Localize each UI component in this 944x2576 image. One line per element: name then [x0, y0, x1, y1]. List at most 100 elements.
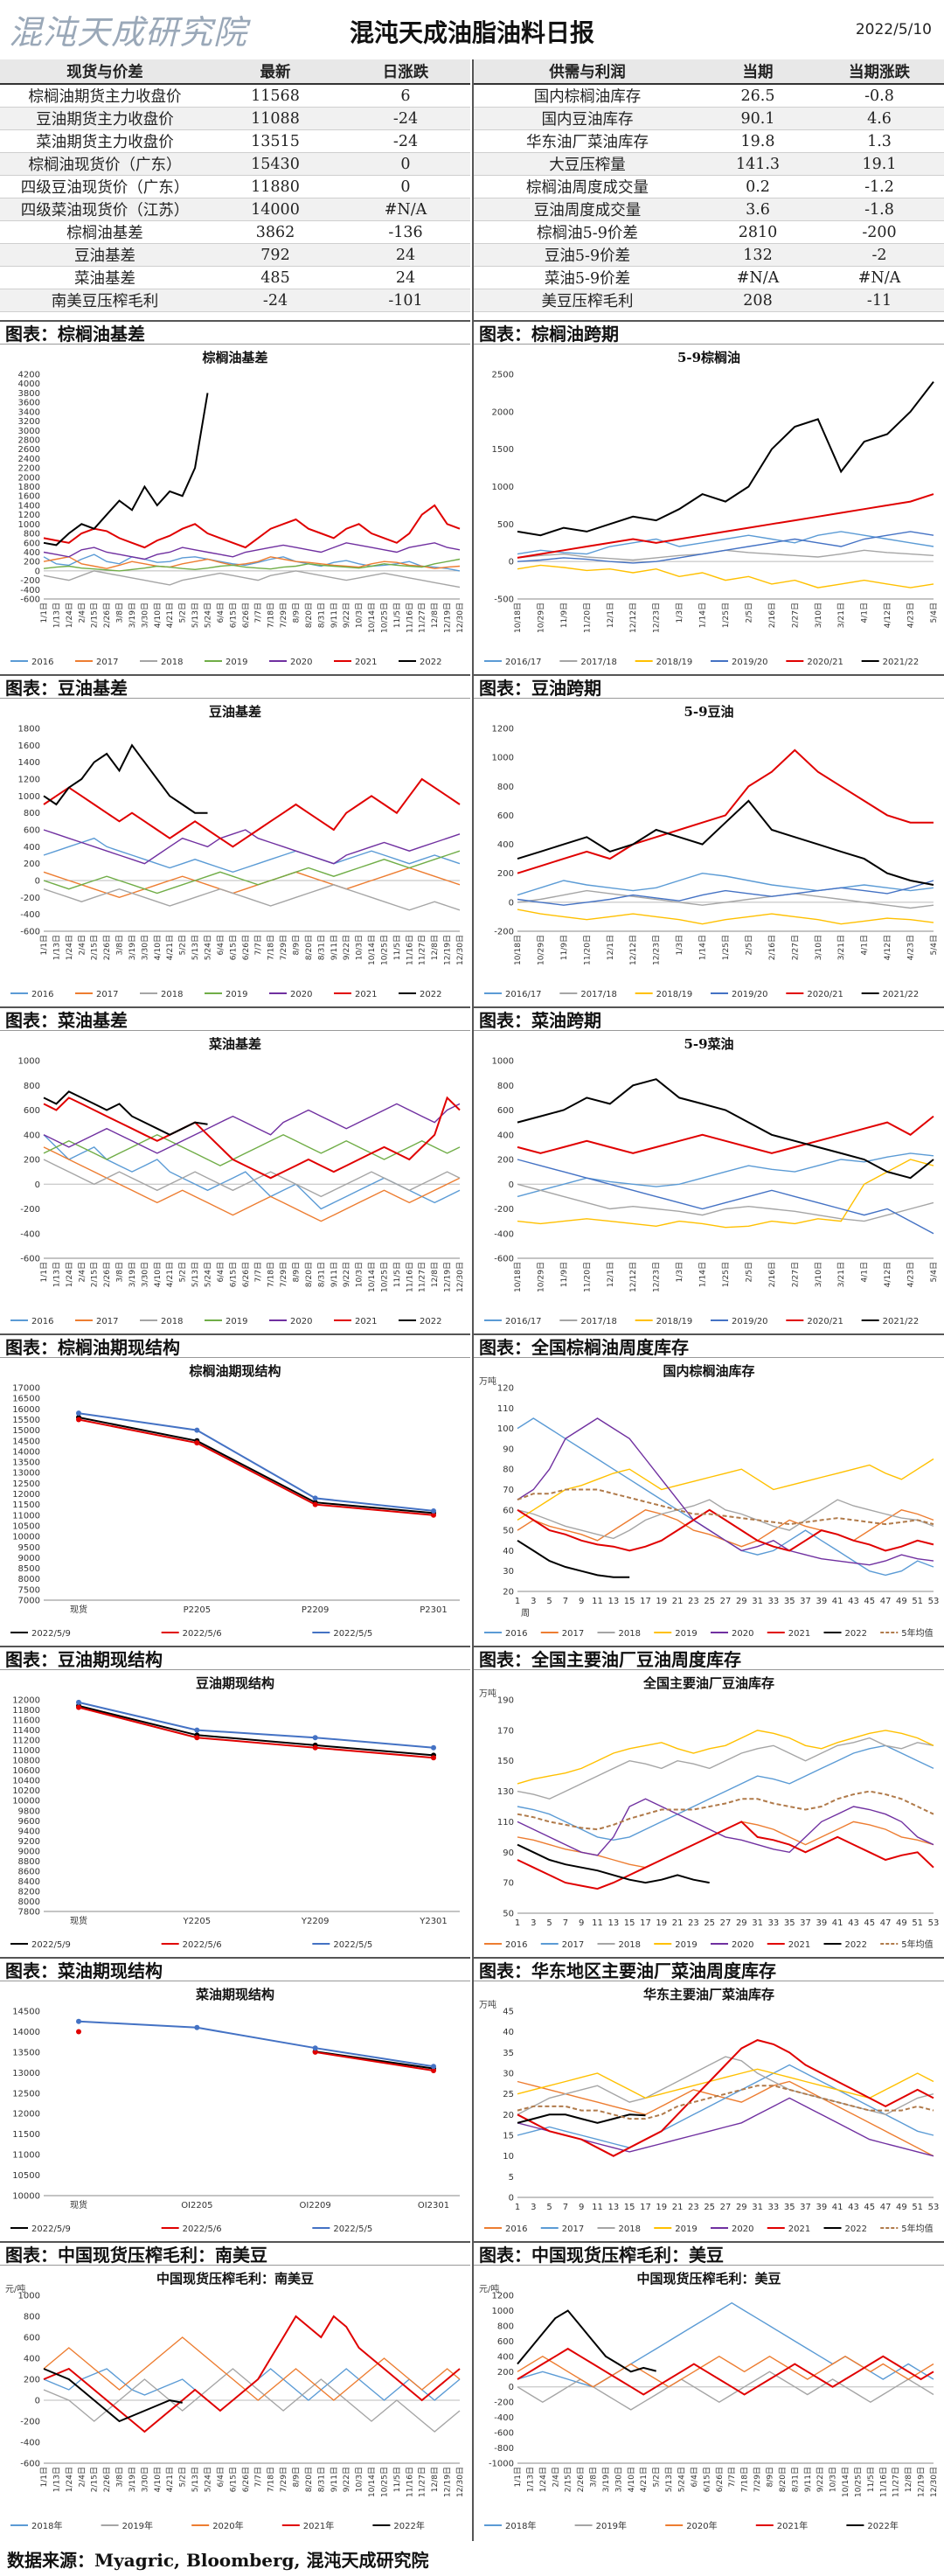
- table-cell: 19.1: [815, 152, 944, 176]
- x-tick-label: 10/25日: [853, 2467, 863, 2497]
- x-tick-label: 11/5日: [392, 935, 402, 960]
- legend-label: 2019年: [596, 2520, 627, 2531]
- y-tick-label: 4200: [18, 371, 40, 380]
- y-tick-label: 0: [509, 2383, 514, 2392]
- series-line-2018: [43, 1159, 461, 1198]
- x-tick-label: 1/24日: [538, 2467, 548, 2492]
- section-title: 图表：菜油期现结构: [0, 1957, 470, 1981]
- legend-label: 2022/5/6: [183, 1629, 222, 1639]
- x-tick-label: 11/16日: [405, 1262, 414, 1292]
- x-tick-label: 12/19日: [443, 935, 453, 965]
- x-tick-label: 6/26日: [241, 2467, 251, 2492]
- y-tick-label: -800: [494, 2444, 514, 2454]
- table-cell: 棕榈油周度成交量: [474, 175, 701, 198]
- table-cell: -24: [341, 129, 470, 153]
- x-tick-label: 11/5日: [866, 2467, 876, 2492]
- x-tick-label: 31: [752, 1597, 763, 1606]
- chart-svg: 菜油基差 -600 -400 -200 0 200 400 600 800 1000 1/1日 1/1…: [10, 1036, 465, 1326]
- table-cell: 2810: [701, 220, 815, 244]
- x-tick-label: 8/9日: [765, 2467, 774, 2488]
- x-tick-label: 6/4日: [216, 602, 226, 623]
- table-cell: 四级豆油现货价（广东）: [0, 175, 210, 198]
- y-tick-label: 1000: [18, 792, 40, 802]
- legend-label: 5年均值: [901, 1939, 933, 1950]
- y-tick-label: 200: [24, 2376, 40, 2385]
- x-tick-label: 8/31日: [316, 1262, 326, 1287]
- table-cell: 棕榈油期货主力收盘价: [0, 84, 210, 108]
- x-tick-label: 4/21日: [165, 1262, 175, 1287]
- y-tick-label: -200: [494, 1205, 514, 1215]
- section-title: 图表：中国现货压榨毛利：美豆: [474, 2241, 944, 2266]
- y-tick-label: 8400: [18, 1877, 40, 1887]
- chart-title: 华东主要油厂菜油库存: [643, 1987, 774, 2002]
- table-row: 四级菜油现货价（江苏） 14000 #N/A: [0, 198, 470, 221]
- x-tick-label: 3/19日: [601, 2467, 611, 2492]
- y-tick-label: 3000: [18, 427, 40, 436]
- section-title: 图表：豆油基差: [0, 674, 470, 699]
- x-tick-label: 49: [896, 1918, 907, 1928]
- table-header: 当期: [701, 59, 815, 85]
- series-line-2021年: [43, 2315, 461, 2433]
- x-tick-label: 12/19日: [443, 2467, 453, 2497]
- y-tick-label: 13000: [12, 2069, 40, 2078]
- y-tick-label: 12500: [12, 2089, 40, 2099]
- x-tick-label: 10/14日: [367, 935, 377, 965]
- x-tick-label: 41: [832, 2203, 843, 2212]
- legend-label: 2018/19: [656, 1317, 693, 1326]
- section-title: 图表：豆油期现结构: [0, 1646, 470, 1670]
- legend-label: 2021: [355, 658, 377, 667]
- legend-label: 2016: [505, 1629, 527, 1639]
- x-tick-label: 7/7日: [253, 2467, 263, 2488]
- legend-label: 2020年: [212, 2520, 243, 2531]
- y-tick-label: 2500: [492, 371, 514, 380]
- chart-title: 菜油基差: [208, 1036, 261, 1052]
- y-tick-label: 600: [497, 811, 514, 821]
- x-tick-label: 21: [672, 1597, 684, 1606]
- x-tick-label: 7: [563, 1597, 568, 1606]
- x-tick-label: 25: [704, 1597, 715, 1606]
- x-tick-label: 5/13日: [191, 2467, 200, 2492]
- chart-panel: 5-9棕榈油 -500 0 500 1000 1500 2000 2500 10/18日 10/2…: [474, 345, 944, 672]
- series-line-2018年: [517, 2301, 934, 2388]
- x-tick-label: 39: [816, 2203, 827, 2212]
- y-tick-label: 1000: [18, 2292, 40, 2301]
- chart-svg: 5-9棕榈油 -500 0 500 1000 1500 2000 2500 10/18日 10/2…: [484, 350, 939, 667]
- y-tick-label: 2000: [492, 407, 514, 417]
- y-tick-label: 10000: [12, 1533, 40, 1542]
- y-tick-label: 14500: [12, 2008, 40, 2017]
- section-title: 图表：华东地区主要油厂菜油周度库存: [474, 1957, 944, 1981]
- y-tick-label: 70: [503, 1486, 514, 1495]
- series-line-2022: [517, 1539, 630, 1578]
- y-tick-label: 800: [497, 783, 514, 792]
- legend-label: 2022: [420, 1317, 441, 1326]
- legend-label: 2020: [290, 1317, 312, 1326]
- series-line-2022年: [517, 2309, 656, 2373]
- x-tick-label: 8/20日: [304, 602, 314, 628]
- x-tick-label: 6/4日: [216, 2467, 226, 2488]
- x-tick-label: 2/4日: [77, 1262, 87, 1283]
- x-tick-label: 4/12日: [883, 935, 892, 960]
- x-tick-label: 4/1日: [860, 602, 870, 623]
- table-row: 国内豆油库存 90.1 4.6: [474, 107, 944, 130]
- x-tick-label: 13: [607, 2203, 619, 2212]
- series-line-2016/17: [517, 1152, 934, 1198]
- table-row: 豆油5-9价差 132 -2: [474, 243, 944, 267]
- y-tick-label: 4000: [18, 379, 40, 389]
- y-tick-label: 13000: [12, 1469, 40, 1479]
- table-row: 棕榈油基差 3862 -136: [0, 220, 470, 244]
- series-line-2019/20: [517, 880, 934, 906]
- y-tick-label: 10: [503, 2152, 514, 2162]
- table-cell: 0.2: [701, 175, 815, 198]
- x-tick-label: 12/1日: [606, 1262, 615, 1287]
- y-tick-label: 110: [497, 1404, 514, 1414]
- legend-label: 2022/5/5: [333, 2224, 372, 2234]
- y-tick-label: 1200: [492, 2292, 514, 2301]
- x-tick-label: 10/18日: [513, 935, 523, 965]
- y-tick-label: 2200: [18, 464, 40, 474]
- series-line-2018: [43, 884, 461, 911]
- table-cell: 豆油5-9价差: [474, 243, 701, 267]
- x-tick-label: 11/27日: [418, 2467, 427, 2497]
- y-tick-label: -400: [494, 1229, 514, 1239]
- series-line-2019年: [517, 2371, 934, 2411]
